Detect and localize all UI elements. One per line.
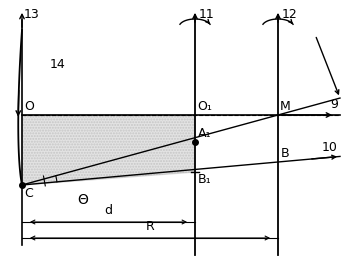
Text: R: R bbox=[146, 220, 154, 233]
Text: B: B bbox=[281, 147, 289, 160]
Text: O: O bbox=[24, 100, 34, 113]
Text: Θ: Θ bbox=[77, 193, 88, 207]
Text: d: d bbox=[105, 204, 112, 217]
Text: M: M bbox=[280, 100, 291, 113]
Text: B₁: B₁ bbox=[198, 173, 211, 186]
Text: 13: 13 bbox=[24, 8, 40, 21]
Text: 11: 11 bbox=[199, 8, 215, 21]
Text: 14: 14 bbox=[50, 58, 66, 71]
Text: C: C bbox=[24, 187, 33, 200]
Text: 9: 9 bbox=[330, 98, 338, 111]
Text: A₁: A₁ bbox=[198, 127, 211, 140]
Text: 12: 12 bbox=[282, 8, 298, 21]
Text: 10: 10 bbox=[322, 141, 338, 154]
Polygon shape bbox=[22, 115, 195, 185]
Text: O₁: O₁ bbox=[197, 100, 212, 113]
